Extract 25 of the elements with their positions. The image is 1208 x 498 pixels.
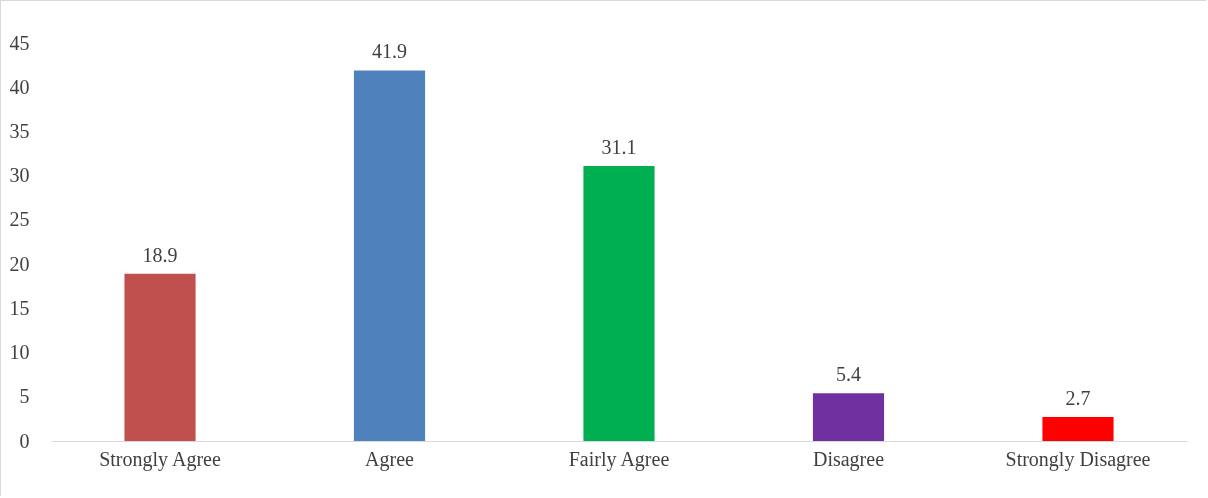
data-label: 41.9 [372, 40, 408, 63]
y-tick-label: 5 [19, 385, 30, 408]
y-tick-label: 40 [9, 75, 30, 98]
y-tick-label: 20 [9, 252, 30, 275]
x-tick-label: Agree [365, 447, 415, 471]
data-label: 2.7 [1065, 387, 1091, 410]
data-label: 31.1 [601, 135, 637, 158]
bar [124, 273, 196, 441]
bar [1042, 417, 1114, 441]
x-tick-label: Fairly Agree [568, 447, 670, 471]
y-tick-label: 15 [9, 296, 30, 319]
y-tick-label: 25 [9, 208, 30, 231]
y-tick-label: 10 [9, 341, 30, 364]
data-label: 18.9 [142, 243, 178, 266]
y-tick-label: 30 [9, 164, 30, 187]
y-tick-label: 0 [19, 429, 30, 452]
y-tick-label: 35 [9, 119, 30, 142]
bar [353, 70, 426, 441]
x-tick-label: Disagree [812, 447, 885, 471]
y-tick-label: 45 [9, 31, 30, 54]
x-tick-label: Strongly Disagree [1005, 447, 1151, 471]
bar [583, 165, 655, 441]
bar [812, 393, 885, 441]
x-tick-label: Strongly Agree [99, 447, 221, 471]
data-label: 5.4 [835, 363, 861, 386]
